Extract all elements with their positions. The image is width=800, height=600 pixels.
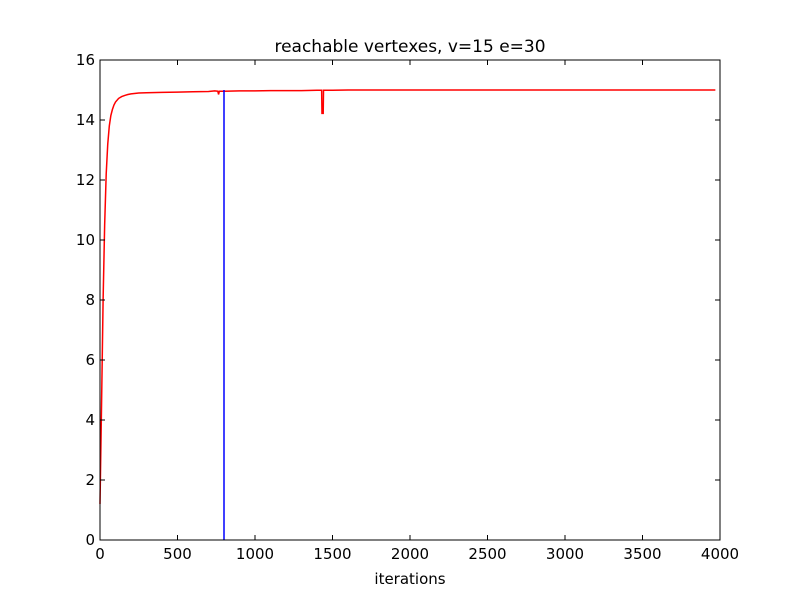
series-line-1 xyxy=(99,89,716,505)
y-tick-label-6: 12 xyxy=(76,171,95,189)
x-tick-label-3: 1500 xyxy=(313,545,351,563)
plot-area xyxy=(100,60,720,540)
y-tick-label-3: 6 xyxy=(85,351,95,369)
x-tick-label-0: 0 xyxy=(95,545,105,563)
x-tick-label-5: 2500 xyxy=(468,545,506,563)
y-tick-label-1: 2 xyxy=(85,471,95,489)
ticks-layer: 0 500 1000 1500 2000 2500 3000 3500 4000 0 2 4 6 8 10 1… xyxy=(76,51,739,563)
x-tick-label-7: 3500 xyxy=(623,545,661,563)
y-tick-label-8: 16 xyxy=(76,51,95,69)
y-tick-label-5: 10 xyxy=(76,231,95,249)
x-tick-label-4: 2000 xyxy=(391,545,429,563)
x-tick-label-6: 3000 xyxy=(546,545,584,563)
x-tick-label-1: 500 xyxy=(163,545,192,563)
series-layer xyxy=(99,89,716,540)
y-tick-label-2: 4 xyxy=(85,411,95,429)
y-tick-label-7: 14 xyxy=(76,111,95,129)
x-tick-label-2: 1000 xyxy=(236,545,274,563)
y-tick-label-4: 8 xyxy=(85,291,95,309)
chart-title: reachable vertexes, v=15 e=30 xyxy=(274,37,545,57)
y-tick-label-0: 0 xyxy=(85,531,95,549)
plot-frame xyxy=(99,59,721,541)
x-axis-label: iterations xyxy=(374,570,445,588)
x-tick-label-8: 4000 xyxy=(701,545,739,563)
